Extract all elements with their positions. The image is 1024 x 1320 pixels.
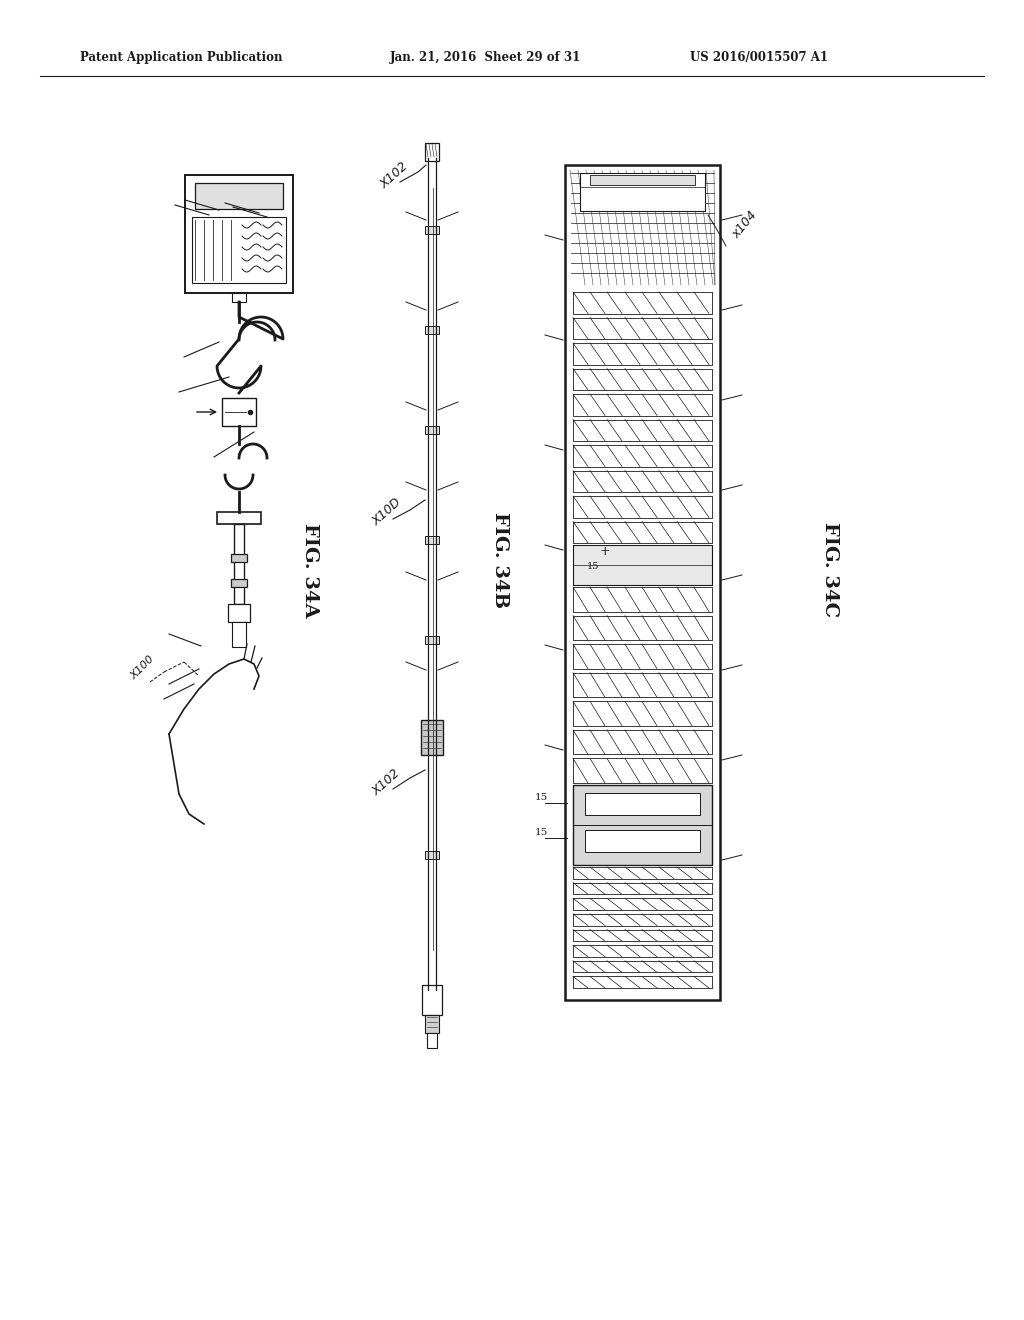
Polygon shape (573, 615, 712, 640)
Bar (425, 746, 439, 754)
Polygon shape (573, 929, 712, 941)
Polygon shape (573, 701, 712, 726)
Polygon shape (573, 368, 712, 389)
Text: FIG. 34C: FIG. 34C (821, 523, 839, 618)
Bar (195, 183, 283, 209)
Bar (425, 1015, 439, 1034)
Bar (234, 524, 244, 605)
Bar (425, 426, 439, 434)
Polygon shape (573, 673, 712, 697)
Text: X10D: X10D (370, 495, 404, 528)
Polygon shape (573, 977, 712, 987)
Polygon shape (573, 587, 712, 611)
Bar (232, 622, 246, 647)
Bar (425, 326, 439, 334)
Text: 15: 15 (587, 562, 599, 572)
Text: FIG. 34B: FIG. 34B (490, 512, 509, 609)
Bar (217, 512, 261, 524)
Polygon shape (573, 898, 712, 909)
Bar (232, 293, 246, 302)
Text: +: + (600, 545, 610, 558)
Polygon shape (573, 913, 712, 925)
Text: X100: X100 (129, 653, 157, 681)
Text: X102: X102 (378, 160, 411, 191)
Polygon shape (573, 343, 712, 364)
Text: X102: X102 (370, 767, 402, 799)
Bar (231, 554, 247, 562)
Polygon shape (573, 961, 712, 973)
Bar (425, 143, 439, 161)
Polygon shape (573, 292, 712, 314)
Polygon shape (573, 759, 712, 783)
Bar (565, 165, 720, 1001)
Bar (585, 830, 700, 851)
Bar (228, 605, 250, 622)
Polygon shape (573, 521, 712, 543)
Polygon shape (573, 730, 712, 755)
Bar (193, 216, 286, 282)
Bar (585, 793, 700, 814)
Text: 15: 15 (535, 793, 548, 803)
Polygon shape (573, 393, 712, 416)
Bar (425, 636, 439, 644)
Polygon shape (573, 496, 712, 517)
Polygon shape (573, 470, 712, 492)
Bar (590, 176, 695, 185)
Text: x104: x104 (730, 209, 760, 242)
Bar (421, 719, 443, 755)
Polygon shape (573, 644, 712, 669)
Text: FIG. 34A: FIG. 34A (301, 523, 319, 618)
Bar (222, 399, 256, 426)
Bar (427, 1034, 437, 1048)
Bar (425, 851, 439, 859)
Text: Patent Application Publication: Patent Application Publication (80, 51, 283, 65)
Bar (231, 579, 247, 587)
Polygon shape (573, 445, 712, 466)
Polygon shape (573, 420, 712, 441)
Text: 15: 15 (535, 828, 548, 837)
Text: Jan. 21, 2016  Sheet 29 of 31: Jan. 21, 2016 Sheet 29 of 31 (390, 51, 582, 65)
Text: US 2016/0015507 A1: US 2016/0015507 A1 (690, 51, 828, 65)
Bar (425, 536, 439, 544)
Polygon shape (573, 318, 712, 339)
Bar (573, 785, 712, 865)
Polygon shape (573, 883, 712, 894)
Bar (580, 173, 705, 211)
Polygon shape (573, 945, 712, 957)
Polygon shape (573, 867, 712, 879)
Bar (422, 985, 442, 1015)
Bar (185, 176, 293, 293)
Bar (573, 545, 712, 585)
Bar (425, 226, 439, 234)
